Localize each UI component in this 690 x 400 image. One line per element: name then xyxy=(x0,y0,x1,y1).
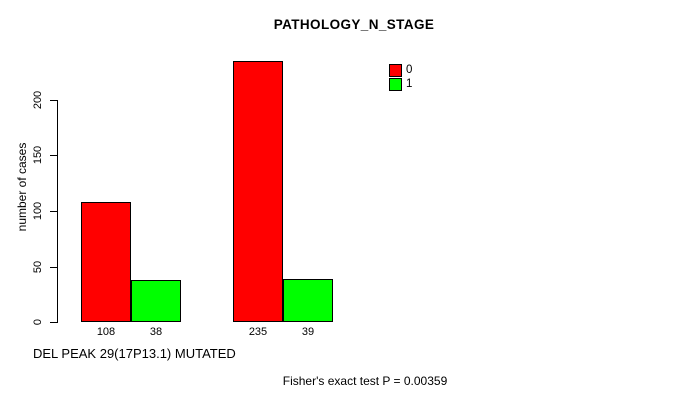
bar-series-1 xyxy=(283,279,333,322)
y-tick-label: 200 xyxy=(32,90,44,110)
chart-title: PATHOLOGY_N_STAGE xyxy=(273,17,435,32)
bar-value-label: 39 xyxy=(301,326,315,338)
y-tick-label: 100 xyxy=(32,201,44,221)
bar-series-0 xyxy=(81,202,131,322)
y-tick-mark xyxy=(50,155,57,156)
y-tick-mark xyxy=(50,100,57,101)
bar-value-label: 235 xyxy=(248,326,268,338)
y-axis-line xyxy=(57,100,58,323)
legend-label: 0 xyxy=(406,64,413,76)
legend-swatch-0 xyxy=(389,64,402,77)
legend-swatch-1 xyxy=(389,78,402,91)
y-tick-label: 0 xyxy=(32,318,44,326)
bar-series-0 xyxy=(233,61,283,322)
y-tick-label: 150 xyxy=(32,145,44,165)
y-tick-mark xyxy=(50,267,57,268)
x-axis-label: DEL PEAK 29(17P13.1) MUTATED xyxy=(33,346,236,361)
bar-value-label: 38 xyxy=(149,326,163,338)
bar-series-1 xyxy=(131,280,181,322)
y-tick-mark xyxy=(50,211,57,212)
bar-value-label: 108 xyxy=(96,326,116,338)
y-tick-label: 50 xyxy=(32,260,44,274)
y-axis-label: number of cases xyxy=(15,142,29,232)
fisher-test-note: Fisher's exact test P = 0.00359 xyxy=(282,374,448,388)
legend-label: 1 xyxy=(406,78,413,90)
y-tick-mark xyxy=(50,322,57,323)
